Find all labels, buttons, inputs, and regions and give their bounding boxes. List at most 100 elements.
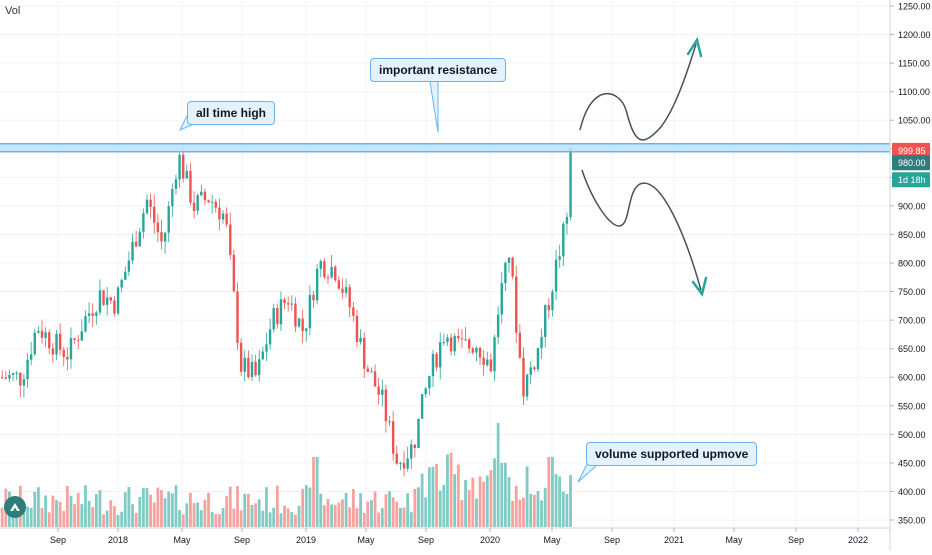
candle-body xyxy=(58,333,62,350)
volume-label: Vol xyxy=(5,5,21,17)
candle-body xyxy=(283,299,286,304)
volume-bar xyxy=(518,499,522,527)
x-tick-label: Sep xyxy=(234,535,250,545)
candle-body xyxy=(344,287,348,293)
volume-bar xyxy=(435,464,438,527)
volume-bar xyxy=(138,496,142,527)
candle-body xyxy=(77,339,80,341)
volume-bar xyxy=(218,514,221,527)
volume-bar xyxy=(257,499,261,527)
candle-body xyxy=(536,347,540,370)
volume-bar xyxy=(98,490,102,527)
candle-body xyxy=(565,216,569,224)
candle-body xyxy=(511,257,514,277)
candle-body xyxy=(467,339,471,349)
callout-resistance[interactable]: important resistance xyxy=(370,58,507,82)
candle-body xyxy=(11,373,15,375)
volume-bar xyxy=(246,493,250,527)
candle-body xyxy=(348,287,351,308)
volume-bar xyxy=(471,477,475,527)
x-tick-label: May xyxy=(543,535,561,545)
volume-bar xyxy=(80,504,84,527)
x-axis: Sep 2018 May Sep 2019 May Sep 2020 May Sep 2021 May… xyxy=(0,527,890,545)
x-tick-label: 2018 xyxy=(108,535,128,545)
candle-body xyxy=(178,154,181,180)
candle-body xyxy=(87,313,91,316)
volume-bar xyxy=(565,493,569,527)
volume-bar xyxy=(265,487,268,527)
candle-body xyxy=(435,353,438,368)
volume-bar xyxy=(250,504,254,527)
candle-body xyxy=(258,359,261,376)
candle-body xyxy=(279,299,283,325)
volume-bar xyxy=(214,514,218,527)
y-tick-label: 650.00 xyxy=(898,344,926,354)
volume-bar xyxy=(558,476,562,527)
candle-body xyxy=(66,356,69,360)
candle-body xyxy=(44,332,47,338)
candle-body xyxy=(127,260,131,272)
volume-bar xyxy=(221,508,225,527)
volume-bar xyxy=(236,486,239,527)
volume-bar xyxy=(51,495,55,527)
candle-body xyxy=(272,308,275,330)
volume-bar xyxy=(47,512,51,527)
volume-bar xyxy=(308,487,312,527)
volume-bar xyxy=(478,476,482,527)
callout-volume[interactable]: volume supported upmove xyxy=(586,442,758,466)
candle-body xyxy=(315,268,319,301)
countdown-tag: 1d 18h xyxy=(898,175,926,185)
x-tick-label: 2019 xyxy=(296,535,316,545)
y-tick-label: 900.00 xyxy=(898,201,926,211)
candle-body xyxy=(167,206,170,233)
volume-bar xyxy=(330,504,334,527)
volume-bar xyxy=(286,508,290,527)
volume-bar xyxy=(319,493,323,527)
candle-body xyxy=(377,386,380,395)
candle-body xyxy=(142,213,145,232)
volume-bar xyxy=(417,487,420,527)
callout-ath[interactable]: all time high xyxy=(187,101,276,125)
volume-bar xyxy=(467,489,471,527)
y-tick-label: 400.00 xyxy=(898,487,926,497)
candle-body xyxy=(533,367,536,370)
y-tick-label: 850.00 xyxy=(898,230,926,240)
candle-body xyxy=(189,170,192,203)
candle-body xyxy=(496,314,500,338)
candle-body xyxy=(366,368,370,372)
candle-body xyxy=(540,336,543,348)
candle-body xyxy=(160,232,163,242)
candle-body xyxy=(391,421,395,454)
y-tick-label: 750.00 xyxy=(898,287,926,297)
candle-body xyxy=(276,308,279,325)
candle-body xyxy=(62,349,65,357)
candle-body xyxy=(196,195,199,211)
candle-body xyxy=(73,338,76,340)
volume-bar xyxy=(402,507,406,527)
volume-bar xyxy=(37,487,40,527)
candles xyxy=(1,147,572,477)
volume-bar xyxy=(239,510,243,527)
candle-body xyxy=(69,338,73,360)
volume-bar xyxy=(522,497,525,527)
volume-bar xyxy=(395,501,399,527)
volume-bar xyxy=(261,510,265,527)
candle-body xyxy=(428,376,431,389)
volume-bar xyxy=(511,500,515,527)
volume-bar xyxy=(55,500,58,527)
x-tick-label: Sep xyxy=(604,535,620,545)
candle-body xyxy=(442,342,446,344)
candle-body xyxy=(522,357,525,397)
volume-bar xyxy=(427,467,431,527)
x-tick-label: May xyxy=(357,535,375,545)
candle-body xyxy=(261,351,265,360)
x-tick-label: 2021 xyxy=(664,535,684,545)
x-tick-label: Sep xyxy=(50,535,66,545)
tradingview-logo-icon[interactable] xyxy=(4,496,26,518)
volume-bar xyxy=(525,466,529,527)
candle-body xyxy=(489,359,493,372)
volume-bar xyxy=(482,481,486,527)
volume-bar xyxy=(554,474,558,527)
volume-bar xyxy=(485,475,489,527)
